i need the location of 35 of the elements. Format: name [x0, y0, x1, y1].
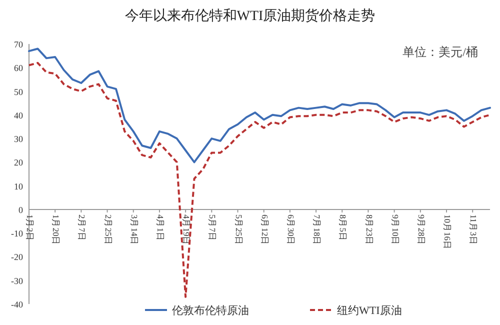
- x-tick-label: 11月3日: [468, 214, 479, 245]
- x-tick-label: 8月5日: [338, 214, 348, 241]
- y-tick-label: 50: [14, 86, 24, 97]
- y-tick-label: 70: [14, 40, 24, 50]
- x-tick-label: 3月14日: [129, 214, 140, 246]
- line-series: [28, 48, 491, 164]
- x-tick-label: 1月2日: [25, 214, 36, 241]
- x-tick-label: 9月10日: [390, 214, 400, 246]
- x-tick-label: 5月7日: [208, 214, 218, 241]
- x-tick-label: 1月20日: [51, 214, 62, 246]
- legend-label: 纽约WTI原油: [337, 304, 402, 317]
- y-tick-label: 20: [14, 158, 24, 168]
- x-tick-label: 7月18日: [312, 214, 322, 246]
- y-tick-label: -20: [11, 252, 24, 262]
- x-tick-label: 6月30日: [286, 214, 296, 246]
- legend-label: 伦敦布伦特原油: [172, 304, 249, 317]
- y-tick-label: -10: [11, 228, 24, 239]
- annotation: 单位：美元/桶: [402, 45, 478, 59]
- x-tick-label: 6月12日: [260, 214, 270, 246]
- x-tick-label: 5月25日: [234, 214, 244, 246]
- y-tick-label: 40: [14, 110, 24, 120]
- line-series: [28, 62, 491, 298]
- y-tick-label: -40: [11, 300, 24, 310]
- x-tick-label: 9月28日: [416, 214, 426, 246]
- y-tick-label: 10: [14, 181, 24, 192]
- x-tick-label: 2月25日: [103, 214, 114, 246]
- chart-title: 今年以来布伦特和WTI原油期货价格走势: [124, 8, 376, 24]
- y-tick-label: 60: [14, 63, 24, 74]
- x-tick-label: 4月1日: [156, 214, 166, 241]
- y-tick-label: 0: [18, 204, 24, 215]
- x-tick-label: 2月7日: [77, 214, 88, 241]
- x-tick-label: 10月16日: [442, 214, 453, 250]
- y-tick-label: -30: [11, 276, 24, 286]
- y-tick-label: 30: [14, 134, 24, 144]
- x-tick-label: 8月23日: [364, 214, 374, 246]
